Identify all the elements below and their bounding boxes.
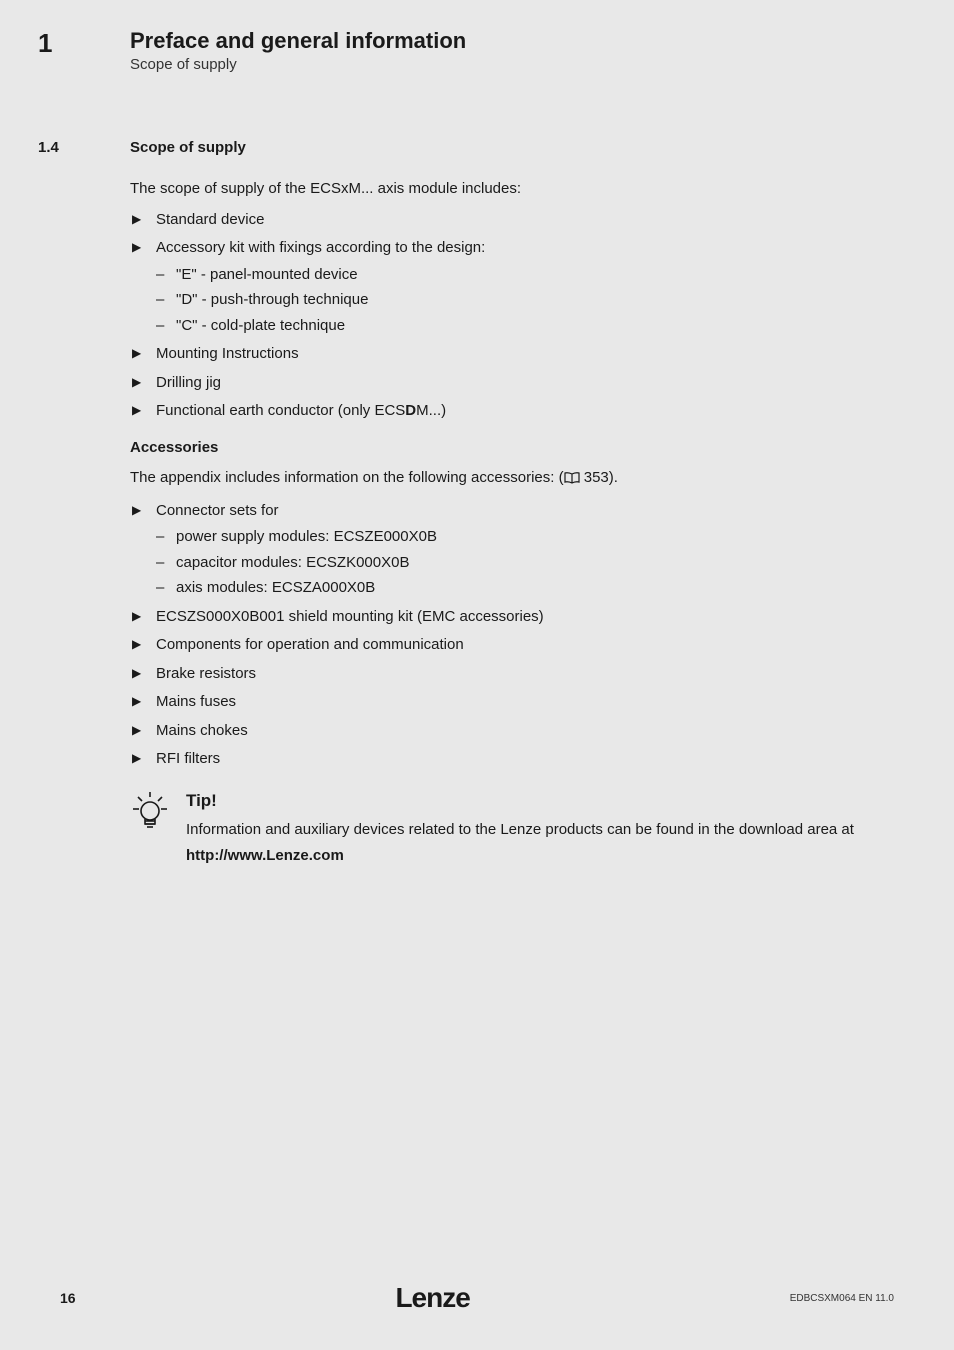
- list-item: ECSZS000X0B001 shield mounting kit (EMC …: [130, 606, 884, 629]
- list-item: RFI filters: [130, 748, 884, 771]
- tip-body: Information and auxiliary devices relate…: [186, 819, 884, 841]
- tip-text: Tip! Information and auxiliary devices r…: [186, 789, 884, 867]
- tip-url: http://www.Lenze.com: [186, 845, 884, 867]
- accessories-intro: The appendix includes information on the…: [130, 467, 884, 492]
- list-item-label-suffix: M...): [416, 402, 446, 419]
- list-item-label: Standard device: [156, 211, 264, 228]
- section-title: Scope of supply: [130, 139, 246, 156]
- document-id: EDBCSXM064 EN 11.0: [790, 1293, 894, 1304]
- sub-list-item: capacitor modules: ECSZK000X0B: [156, 552, 884, 575]
- list-item: Brake resistors: [130, 663, 884, 686]
- sub-list-item: "D" - push-through technique: [156, 289, 884, 312]
- list-item-label: Connector sets for: [156, 502, 279, 519]
- list-item: Functional earth conductor (only ECSDM..…: [130, 400, 884, 423]
- page-footer: 16 Lenze EDBCSXM064 EN 11.0: [0, 1282, 954, 1314]
- sub-list-item: "E" - panel-mounted device: [156, 264, 884, 287]
- body-text: The scope of supply of the ECSxM... axis…: [130, 178, 884, 771]
- list-item-label: Mounting Instructions: [156, 345, 299, 362]
- scope-list: Standard device Accessory kit with fixin…: [130, 209, 884, 423]
- accessories-heading: Accessories: [130, 437, 884, 460]
- accessories-intro-page: 353).: [580, 469, 618, 486]
- list-item: Mounting Instructions: [130, 343, 884, 366]
- section-number: 1.4: [38, 139, 130, 156]
- page-number: 16: [60, 1290, 76, 1306]
- list-item-label: ECSZS000X0B001 shield mounting kit (EMC …: [156, 608, 544, 625]
- intro-paragraph: The scope of supply of the ECSxM... axis…: [130, 178, 884, 201]
- list-item: Accessory kit with fixings according to …: [130, 237, 884, 337]
- list-item-label: Mains fuses: [156, 693, 236, 710]
- list-item-label: Drilling jig: [156, 374, 221, 391]
- list-item: Components for operation and communicati…: [130, 634, 884, 657]
- list-item: Mains chokes: [130, 720, 884, 743]
- list-item-label: Brake resistors: [156, 665, 256, 682]
- list-item-label: Components for operation and communicati…: [156, 636, 464, 653]
- list-item-label: RFI filters: [156, 750, 220, 767]
- lightbulb-icon: [130, 789, 186, 840]
- chapter-header: 1 Preface and general information Scope …: [0, 0, 954, 89]
- chapter-subtitle: Scope of supply: [130, 56, 954, 73]
- list-item-label: Accessory kit with fixings according to …: [156, 239, 485, 256]
- brand-logo: Lenze: [395, 1282, 469, 1314]
- chapter-number: 1: [0, 28, 130, 59]
- list-item: Mains fuses: [130, 691, 884, 714]
- sub-list-item: power supply modules: ECSZE000X0B: [156, 526, 884, 549]
- list-item-label: Mains chokes: [156, 722, 248, 739]
- list-item: Drilling jig: [130, 372, 884, 395]
- content-area: 1.4 Scope of supply The scope of supply …: [0, 89, 954, 867]
- list-item: Standard device: [130, 209, 884, 232]
- accessories-intro-prefix: The appendix includes information on the…: [130, 469, 564, 486]
- list-item-label-bold: D: [405, 402, 416, 419]
- sub-list: "E" - panel-mounted device "D" - push-th…: [156, 264, 884, 338]
- accessories-list: Connector sets for power supply modules:…: [130, 500, 884, 771]
- tip-block: Tip! Information and auxiliary devices r…: [130, 789, 884, 867]
- sub-list-item: "C" - cold-plate technique: [156, 315, 884, 338]
- sub-list: power supply modules: ECSZE000X0B capaci…: [156, 526, 884, 600]
- book-icon: [564, 469, 580, 492]
- tip-title: Tip!: [186, 789, 884, 814]
- chapter-title: Preface and general information: [130, 28, 954, 54]
- list-item: Connector sets for power supply modules:…: [130, 500, 884, 600]
- sub-list-item: axis modules: ECSZA000X0B: [156, 577, 884, 600]
- section-heading-row: 1.4 Scope of supply: [38, 139, 884, 156]
- list-item-label-prefix: Functional earth conductor (only ECS: [156, 402, 405, 419]
- header-titles: Preface and general information Scope of…: [130, 28, 954, 73]
